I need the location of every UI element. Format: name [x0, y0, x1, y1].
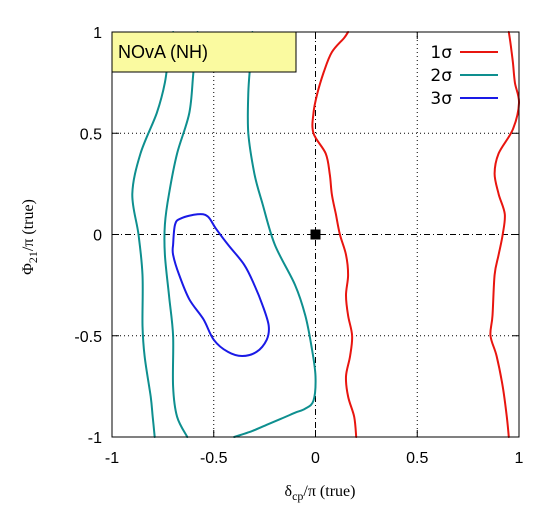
series-1-contour-1 [311, 31, 358, 438]
legend-label-2: 2σ [430, 66, 452, 86]
series-2-contours [131, 31, 317, 438]
legend-label-1: 1σ [430, 43, 452, 63]
series-3-contour-1 [171, 213, 270, 357]
x-axis-label-main: δ [285, 483, 293, 500]
title-box-background [111, 31, 297, 73]
legend-label-3: 3σ [430, 89, 452, 109]
series-layer [131, 31, 521, 438]
legend: 1σ 2σ 3σ [430, 43, 498, 109]
tick-labels: -1 -0.5 0 0.5 1 -1 -0.5 0 0.5 1 [74, 25, 523, 467]
series-1-contour-2 [489, 31, 521, 438]
x-tick-label: -1 [105, 450, 119, 467]
series-2-contour-3 [233, 31, 317, 438]
y-tick-label: 0 [93, 228, 102, 245]
y-axis-label-main: Φ [20, 263, 37, 275]
x-axis-label-sub: cp [292, 489, 303, 503]
series-2-contour-2 [163, 31, 199, 438]
series-1-contours [311, 31, 521, 438]
true-point-layer [310, 229, 321, 240]
series-2-contour-1 [131, 31, 175, 438]
chart-title: NOvA (NH) [118, 42, 208, 62]
x-axis-label: δcp/π (true) [285, 483, 356, 503]
y-tick-label: -0.5 [74, 329, 102, 346]
axis-labels: δcp/π (true) Φ21/π (true) [20, 199, 355, 503]
y-axis-label-rest: /π (true) [20, 199, 37, 251]
y-tick-label: -1 [88, 430, 102, 447]
y-tick-label: 1 [93, 25, 102, 42]
y-axis-label-sub: 21 [26, 251, 40, 263]
x-tick-label: 0.5 [406, 450, 428, 467]
x-axis-label-rest: /π (true) [303, 483, 355, 500]
x-tick-label: 0 [311, 450, 320, 467]
true-point-marker [310, 229, 321, 240]
title-box: NOvA (NH) [111, 31, 297, 73]
series-3-contours [171, 213, 270, 357]
x-tick-label: 1 [515, 450, 524, 467]
y-tick-label: 0.5 [80, 126, 102, 143]
y-axis-label: Φ21/π (true) [20, 199, 40, 275]
x-tick-label: -0.5 [200, 450, 228, 467]
